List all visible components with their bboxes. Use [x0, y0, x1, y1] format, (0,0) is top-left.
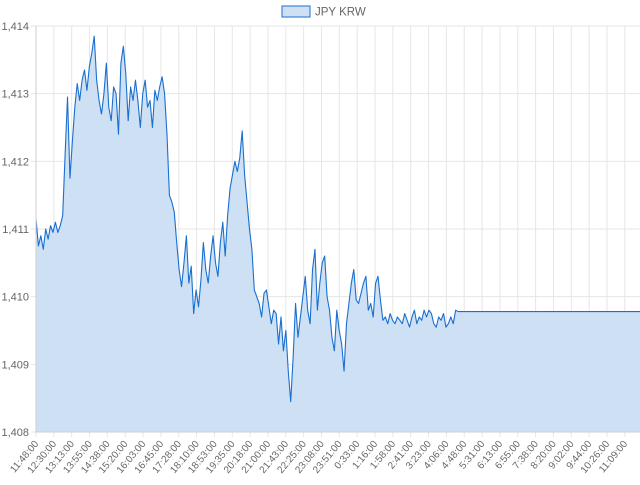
y-tick-label: 1,411 [2, 224, 29, 236]
y-tick-label: 1,413 [1, 89, 29, 101]
series-layer [35, 35, 640, 433]
series-line-jpy-krw [35, 35, 640, 403]
legend-swatch[interactable] [281, 5, 311, 18]
y-tick-label: 1,409 [1, 359, 29, 371]
y-tick-label: 1,414 [1, 21, 29, 33]
y-tick-label: 1,408 [1, 427, 29, 439]
legend[interactable]: JPY KRW [281, 5, 366, 19]
series-area-jpy-krw [36, 36, 640, 433]
y-tick-label: 1,412 [1, 156, 29, 168]
legend-label[interactable]: JPY KRW [315, 7, 366, 19]
y-tick-label: 1,410 [1, 292, 29, 304]
